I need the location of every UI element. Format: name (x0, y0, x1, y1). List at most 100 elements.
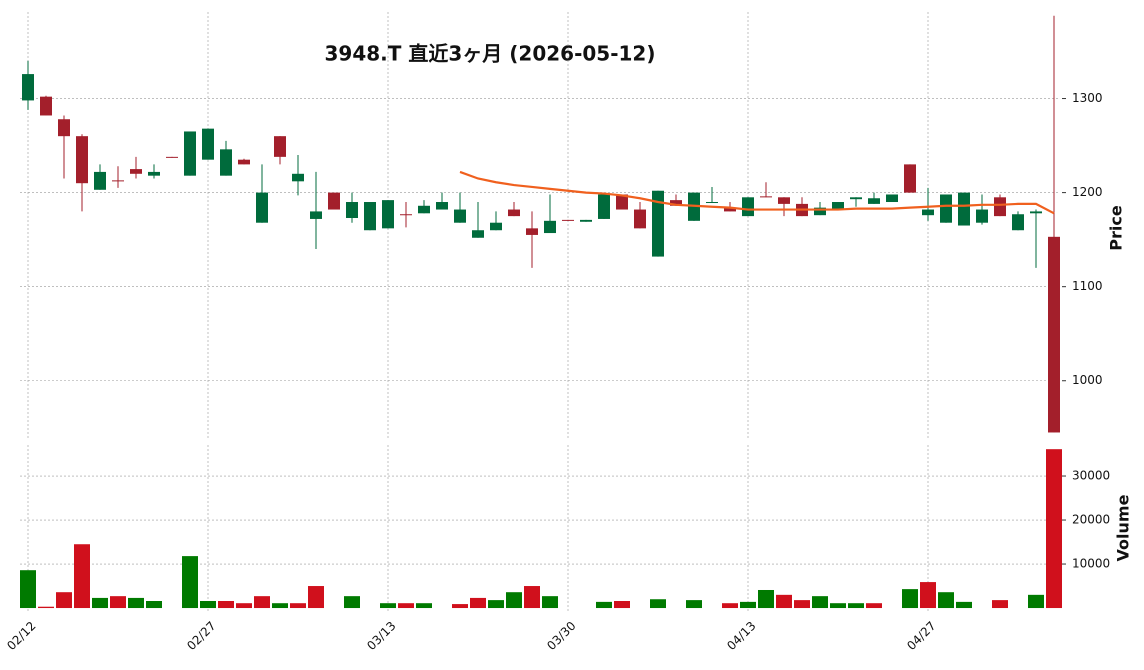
y-tick-label: 1100 (1072, 279, 1103, 293)
candle-body (670, 200, 682, 206)
volume-bar (1046, 449, 1062, 609)
volume-bar (740, 601, 756, 609)
candle-body (328, 192, 340, 210)
candle-body (580, 219, 592, 222)
volume-axis-label: Volume (1114, 494, 1133, 561)
volume-bar (758, 589, 774, 609)
volume-bar (56, 592, 72, 609)
x-tick-label: 03/13 (364, 619, 398, 653)
volume-bar (920, 582, 936, 609)
candle-body (940, 194, 952, 223)
candle-body (958, 192, 970, 226)
candle-body (760, 196, 772, 198)
candle-body (742, 197, 754, 217)
y-tick-label: 20000 (1072, 513, 1110, 527)
volume-bar (200, 600, 216, 609)
candle-body (490, 222, 502, 231)
candle-body (814, 207, 826, 216)
candle-body (598, 194, 610, 219)
candle-body (112, 180, 124, 182)
volume-bar (110, 596, 126, 609)
candle-body (616, 194, 628, 210)
chart-title: 3948.T 直近3ヶ月 (2026-05-12) (325, 42, 656, 66)
candle-body (1048, 236, 1060, 433)
volume-bar (650, 599, 666, 609)
volume-bar (254, 596, 270, 609)
volume-bar (470, 597, 486, 609)
candle-body (400, 214, 412, 216)
volume-bar (398, 603, 414, 609)
volume-bar (812, 596, 828, 609)
candle-body (94, 171, 106, 190)
volume-bar (992, 600, 1008, 609)
candle-body (220, 149, 232, 176)
volume-bar (596, 601, 612, 609)
volume-bar (218, 600, 234, 609)
volume-bar (506, 592, 522, 609)
volume-bar (614, 600, 630, 609)
candle-body (364, 202, 376, 231)
volume-bar (542, 596, 558, 609)
candle-body (454, 209, 466, 223)
x-tick-label: 04/13 (724, 619, 758, 653)
moving-average-line (459, 170, 1055, 215)
candle-body (40, 96, 52, 116)
candle-body (148, 171, 160, 176)
candle-body (418, 205, 430, 214)
volume-bar (776, 594, 792, 609)
x-tick-label: 02/12 (4, 619, 38, 653)
candle-body (922, 209, 934, 216)
volume-bar (866, 603, 882, 609)
volume-bar (956, 601, 972, 609)
y-tick-label: 30000 (1072, 469, 1110, 483)
volume-bar (416, 603, 432, 609)
candle-body (778, 197, 790, 204)
y-tick-label: 1000 (1072, 373, 1103, 387)
y-tick-label: 10000 (1072, 557, 1110, 571)
candle-body (292, 173, 304, 182)
candle-body (1012, 214, 1024, 231)
candle-body (634, 209, 646, 229)
volume-bar (74, 544, 90, 609)
candle-body (166, 156, 178, 158)
volume-bar (380, 603, 396, 609)
x-tick-label: 03/30 (544, 619, 578, 653)
candle-body (76, 136, 88, 184)
volume-bar (1028, 594, 1044, 609)
volume-bar (38, 606, 54, 609)
candle-body (202, 128, 214, 160)
volume-bar (938, 592, 954, 609)
y-axis-label: Price (1107, 205, 1126, 251)
volume-bar (272, 603, 288, 609)
volume-bar (488, 600, 504, 609)
volume-bar (344, 596, 360, 609)
candle-body (184, 131, 196, 176)
candle-body (508, 209, 520, 217)
candle-body (652, 190, 664, 257)
candle-body (724, 207, 736, 212)
candle-body (238, 159, 250, 165)
candle-body (526, 228, 538, 235)
candle-body (22, 74, 34, 101)
volume-bar (902, 589, 918, 609)
volume-bar (20, 570, 36, 609)
candle-body (58, 119, 70, 137)
candle-body (274, 136, 286, 157)
candle-body (904, 164, 916, 193)
volume-bar (308, 586, 324, 609)
candle-body (472, 230, 484, 238)
volume-bar (146, 600, 162, 609)
volume-bar (290, 603, 306, 609)
candle-body (886, 194, 898, 203)
candle-body (706, 202, 718, 204)
x-tick-label: 02/27 (184, 619, 218, 653)
volume-bar (686, 600, 702, 609)
volume-bar (452, 604, 468, 609)
volume-bar (236, 603, 252, 609)
volume-bar (848, 603, 864, 609)
x-tick-label: 04/27 (904, 619, 938, 653)
candle-body (994, 197, 1006, 217)
volume-bar (722, 603, 738, 609)
volume-bar (830, 603, 846, 609)
